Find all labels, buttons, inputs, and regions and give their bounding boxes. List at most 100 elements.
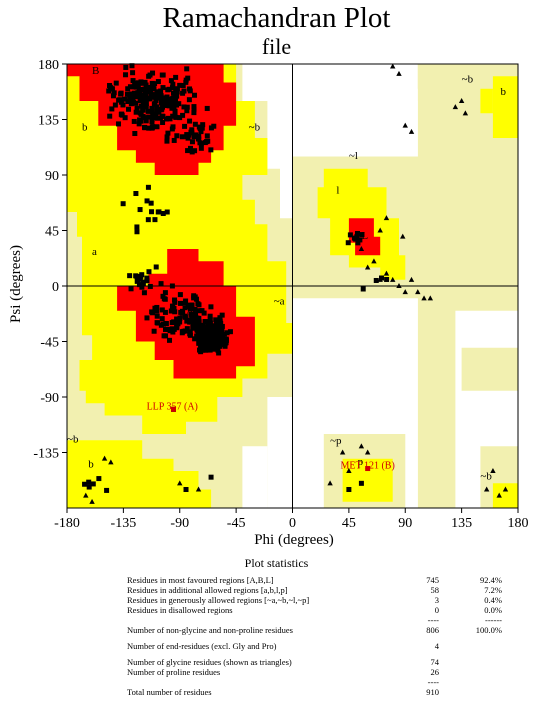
glycine-point xyxy=(195,486,202,492)
residue-point xyxy=(209,341,215,347)
residue-point xyxy=(191,295,197,301)
residue-point xyxy=(155,95,161,101)
residue-point xyxy=(187,118,193,124)
residue-point xyxy=(165,130,171,136)
stats-label: Number of non-glycine and non-proline re… xyxy=(127,625,293,635)
residue-point xyxy=(196,124,202,130)
residue-point xyxy=(122,115,128,121)
residue-point xyxy=(155,79,161,85)
region-label: A xyxy=(186,305,194,317)
residue-point xyxy=(196,302,202,308)
residue-point xyxy=(158,100,164,106)
residue-point xyxy=(213,317,219,323)
residue-point xyxy=(208,125,214,131)
residue-point xyxy=(170,90,176,96)
x-tick-label: 0 xyxy=(289,516,296,531)
residue-point xyxy=(173,74,179,80)
residue-point xyxy=(207,313,213,319)
region-label: ~b xyxy=(462,74,474,86)
stats-row: ---- xyxy=(127,677,547,687)
residue-point xyxy=(187,331,193,337)
y-axis-label: Psi (degrees) xyxy=(8,245,24,323)
glycine-point xyxy=(364,264,371,270)
stats-label: Residues in additional allowed regions [… xyxy=(127,585,288,595)
glycine-point xyxy=(383,270,390,276)
stats-percent: 0.0% xyxy=(484,605,502,615)
residue-point xyxy=(131,118,137,124)
chart-title: Ramachandran Plot xyxy=(162,2,391,34)
glycine-point xyxy=(83,492,89,498)
residue-point xyxy=(208,304,214,310)
glycine-point xyxy=(346,468,352,473)
stats-count: 74 xyxy=(430,657,440,667)
outlier-point xyxy=(365,466,371,472)
residue-point xyxy=(199,125,205,131)
residue-point xyxy=(164,138,170,144)
residue-point xyxy=(177,315,183,321)
y-tick-label: -135 xyxy=(33,447,59,462)
residue-point xyxy=(180,310,186,316)
residue-point xyxy=(152,217,158,223)
residue-point xyxy=(217,330,223,336)
residue-point xyxy=(184,108,190,114)
residue-point xyxy=(151,101,157,107)
residue-point xyxy=(177,82,183,88)
region-label: ~l xyxy=(349,150,358,162)
residue-point xyxy=(185,148,191,154)
residue-point xyxy=(165,115,171,121)
residue-point xyxy=(192,336,198,342)
residue-point xyxy=(346,487,352,492)
residue-point xyxy=(130,70,136,76)
stats-row: Residues in most favoured regions [A,B,L… xyxy=(127,575,547,585)
stats-row: Total number of residues 910 xyxy=(127,687,547,697)
residue-point xyxy=(147,88,153,94)
residue-point xyxy=(174,86,180,92)
residue-point xyxy=(196,308,202,314)
residue-point xyxy=(122,96,128,102)
residue-point xyxy=(82,481,88,487)
residue-point xyxy=(191,104,197,110)
residue-point xyxy=(128,91,134,97)
residue-point xyxy=(159,113,165,119)
residue-point xyxy=(174,316,180,322)
residue-point xyxy=(172,108,178,114)
stats-label: Total number of residues xyxy=(127,687,212,697)
residue-point xyxy=(168,308,174,314)
residue-point xyxy=(144,315,150,321)
residue-point xyxy=(189,127,195,133)
stats-row: Number of non-glycine and non-proline re… xyxy=(127,625,547,635)
stats-percent: ------ xyxy=(485,615,502,625)
stats-row: Number of proline residues 26 xyxy=(127,667,547,677)
residue-point xyxy=(197,347,203,353)
residue-point xyxy=(187,86,193,92)
stats-count: ---- xyxy=(427,615,439,625)
residue-point xyxy=(215,347,221,353)
stats-row: ---- ------ xyxy=(127,615,547,625)
residue-point xyxy=(163,320,169,326)
residue-point xyxy=(149,209,155,215)
region-additional-b-right2 xyxy=(480,88,493,114)
residue-point xyxy=(204,105,210,111)
residue-point xyxy=(189,302,195,308)
residue-point xyxy=(218,337,224,343)
glycine-point xyxy=(377,276,383,282)
glycine-point xyxy=(108,459,114,465)
residue-point xyxy=(183,487,189,492)
glycine-point xyxy=(89,498,95,504)
residue-point xyxy=(152,81,158,87)
residue-point xyxy=(184,104,190,110)
outlier-label: LLP 357 (A) xyxy=(147,401,198,412)
residue-point xyxy=(139,284,145,290)
x-tick-label: -180 xyxy=(54,516,80,531)
residue-point xyxy=(131,90,137,96)
residue-point xyxy=(174,89,180,95)
residue-point xyxy=(152,305,158,311)
glycine-point xyxy=(402,289,408,295)
residue-point xyxy=(201,331,207,337)
residue-point xyxy=(174,322,180,328)
residue-point xyxy=(162,309,168,315)
residue-point xyxy=(199,308,205,314)
residue-point xyxy=(146,269,152,275)
residue-point xyxy=(136,121,142,127)
residue-point xyxy=(154,308,160,314)
